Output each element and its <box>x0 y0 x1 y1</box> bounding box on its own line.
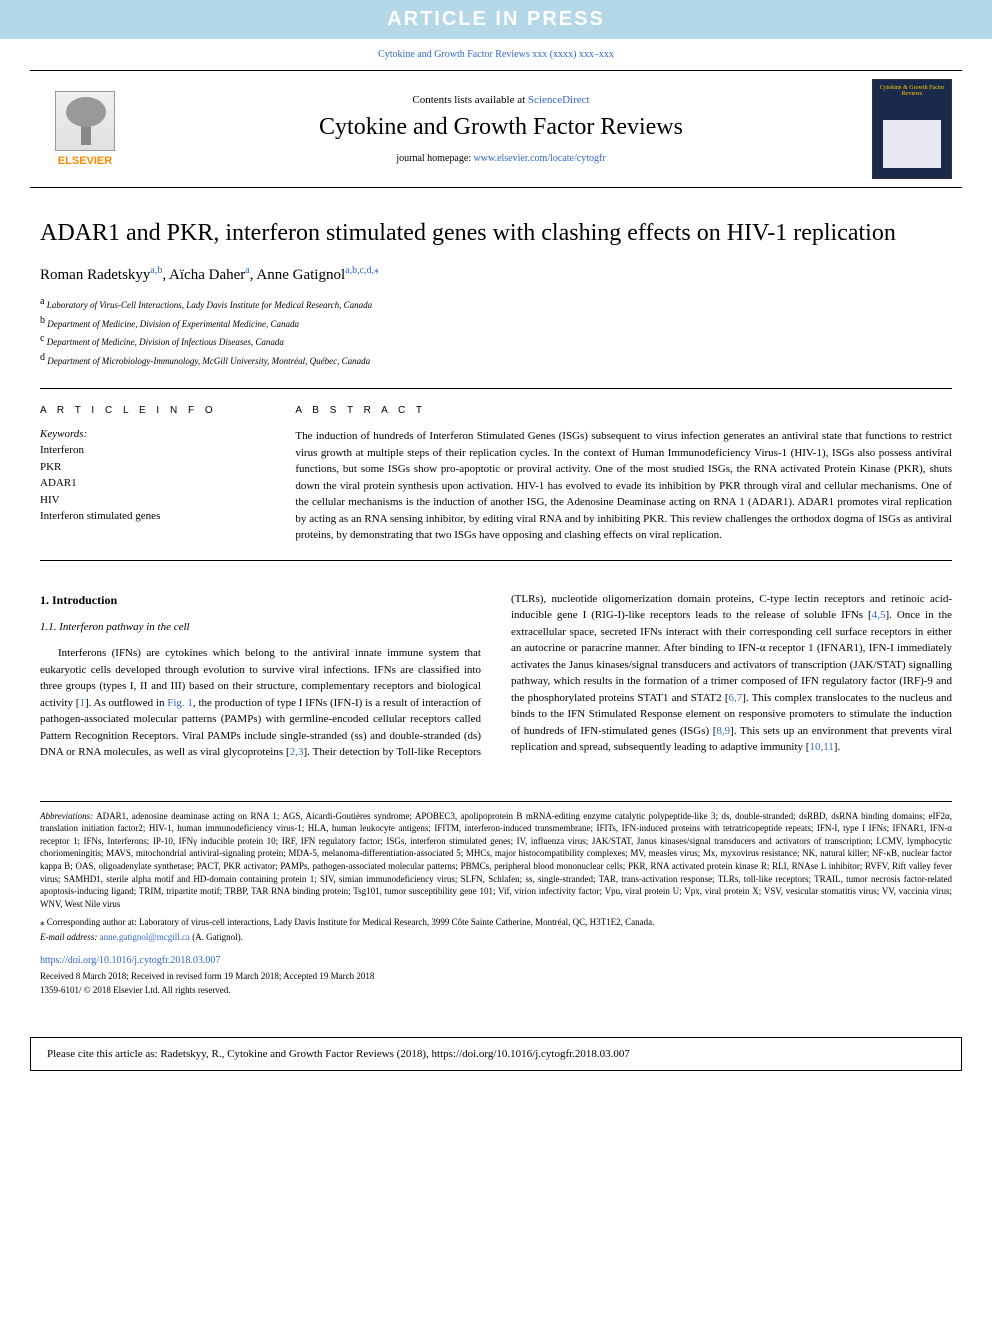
cite-article-box: Please cite this article as: Radetskyy, … <box>30 1037 962 1071</box>
email-label: E-mail address: <box>40 932 100 942</box>
affiliation-d: d Department of Microbiology-Immunology,… <box>40 350 952 369</box>
email-author: (A. Gatignol). <box>190 932 243 942</box>
article-info-column: A R T I C L E I N F O Keywords: Interfer… <box>40 405 295 544</box>
article-title: ADAR1 and PKR, interferon stimulated gen… <box>40 218 952 249</box>
body-columns: 1. Introduction 1.1. Interferon pathway … <box>40 591 952 761</box>
ref-8-9[interactable]: 8,9 <box>716 725 730 737</box>
homepage-link[interactable]: www.elsevier.com/locate/cytogfr <box>474 153 606 164</box>
doi-link[interactable]: https://doi.org/10.1016/j.cytogfr.2018.0… <box>40 955 220 966</box>
fig-1-ref[interactable]: Fig. 1 <box>167 697 193 709</box>
elsevier-name: ELSEVIER <box>58 155 112 167</box>
authors-line: Roman Radetskyya,b, Aïcha Dahera, Anne G… <box>40 265 952 284</box>
keywords-label: Keywords: <box>40 428 275 440</box>
sciencedirect-link[interactable]: ScienceDirect <box>528 94 590 106</box>
author-1: Roman Radetskyy <box>40 267 150 283</box>
abstract-header: A B S T R A C T <box>295 405 952 416</box>
ref-10-11[interactable]: 10,11 <box>809 741 833 753</box>
author-3-affil: a,b,c,d,⁎ <box>345 265 379 276</box>
corresponding-author-line: ⁎ Corresponding author at: Laboratory of… <box>40 916 952 929</box>
body-paragraph-1: Interferons (IFNs) are cytokines which b… <box>40 591 952 761</box>
email-link[interactable]: anne.gatignol@mcgill.ca <box>100 932 190 942</box>
header-center: Contents lists available at ScienceDirec… <box>130 94 872 164</box>
author-2: Aïcha Daher <box>169 267 245 283</box>
ref-4-5[interactable]: 4,5 <box>872 609 886 621</box>
keyword-3: ADAR1 <box>40 475 275 492</box>
journal-cover-thumbnail: Cytokine & Growth Factor Reviews <box>872 79 952 179</box>
info-abstract-row: A R T I C L E I N F O Keywords: Interfer… <box>40 388 952 561</box>
footer-block: Abbreviations: ADAR1, adenosine deaminas… <box>40 801 952 997</box>
affil-label-b: b <box>40 315 45 326</box>
affiliations-block: a Laboratory of Virus-Cell Interactions,… <box>40 294 952 368</box>
doi-line: https://doi.org/10.1016/j.cytogfr.2018.0… <box>40 954 952 968</box>
affiliation-b: b Department of Medicine, Division of Ex… <box>40 313 952 332</box>
affil-label-d: d <box>40 352 45 363</box>
affil-text-c: Department of Medicine, Division of Infe… <box>47 337 284 347</box>
ref-2-3[interactable]: 2,3 <box>290 746 304 758</box>
affil-label-c: c <box>40 333 44 344</box>
email-line: E-mail address: anne.gatignol@mcgill.ca … <box>40 931 952 944</box>
homepage-label: journal homepage: <box>396 153 473 164</box>
elsevier-tree-icon <box>55 91 115 151</box>
article-in-press-banner: ARTICLE IN PRESS <box>0 0 992 39</box>
affil-text-d: Department of Microbiology-Immunology, M… <box>47 356 370 366</box>
affil-text-a: Laboratory of Virus-Cell Interactions, L… <box>47 300 372 310</box>
author-1-affil: a,b <box>150 265 162 276</box>
affil-label-a: a <box>40 296 44 307</box>
journal-homepage-line: journal homepage: www.elsevier.com/locat… <box>130 153 872 164</box>
contents-available-line: Contents lists available at ScienceDirec… <box>130 94 872 106</box>
cover-thumb-title: Cytokine & Growth Factor Reviews <box>878 85 946 97</box>
article-info-header: A R T I C L E I N F O <box>40 405 275 416</box>
keyword-4: HIV <box>40 492 275 509</box>
abstract-column: A B S T R A C T The induction of hundred… <box>295 405 952 544</box>
author-3: Anne Gatignol <box>256 267 345 283</box>
body-p2-b: ]. Once in the extracellular space, secr… <box>511 609 952 704</box>
journal-header-band: ELSEVIER Contents lists available at Sci… <box>30 70 962 188</box>
corresp-text: Corresponding author at: Laboratory of v… <box>45 917 655 927</box>
journal-name: Cytokine and Growth Factor Reviews <box>130 114 872 141</box>
journal-breadcrumb: Cytokine and Growth Factor Reviews xxx (… <box>0 39 992 70</box>
abbrev-text: ADAR1, adenosine deaminase acting on RNA… <box>40 811 952 909</box>
keyword-1: Interferon <box>40 442 275 459</box>
abstract-text: The induction of hundreds of Interferon … <box>295 428 952 544</box>
body-p1-b: ]. As outflowed in <box>85 697 167 709</box>
keyword-2: PKR <box>40 459 275 476</box>
elsevier-logo: ELSEVIER <box>40 84 130 174</box>
section-1-1-heading: 1.1. Interferon pathway in the cell <box>40 619 481 636</box>
abbreviations-line: Abbreviations: ADAR1, adenosine deaminas… <box>40 810 952 911</box>
affiliation-c: c Department of Medicine, Division of In… <box>40 331 952 350</box>
ref-6-7[interactable]: 6,7 <box>729 692 743 704</box>
keyword-5: Interferon stimulated genes <box>40 508 275 525</box>
copyright-line: 1359-6101/ © 2018 Elsevier Ltd. All righ… <box>40 984 952 997</box>
keywords-list: Interferon PKR ADAR1 HIV Interferon stim… <box>40 442 275 525</box>
abbrev-label: Abbreviations: <box>40 811 93 821</box>
affil-text-b: Department of Medicine, Division of Expe… <box>47 319 299 329</box>
received-line: Received 8 March 2018; Received in revis… <box>40 970 952 983</box>
section-1-heading: 1. Introduction <box>40 591 481 609</box>
body-p2-e: ]. <box>834 741 840 753</box>
contents-text: Contents lists available at <box>412 94 527 106</box>
author-2-affil: a <box>245 265 249 276</box>
main-content: ADAR1 and PKR, interferon stimulated gen… <box>0 188 992 1017</box>
affiliation-a: a Laboratory of Virus-Cell Interactions,… <box>40 294 952 313</box>
